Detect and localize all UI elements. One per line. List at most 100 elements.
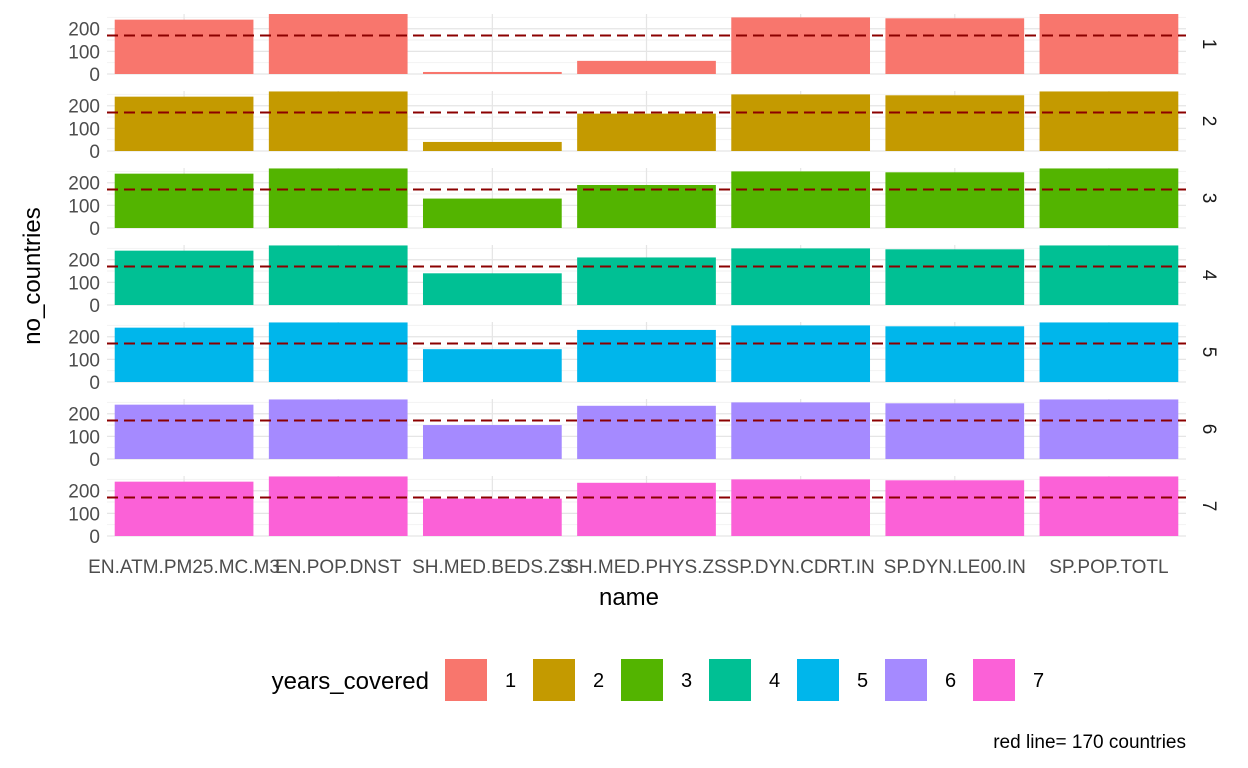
x-tick-label: EN.POP.DNST <box>275 557 402 578</box>
bar-4-SP.DYN.CDRT.IN <box>731 248 871 305</box>
legend-key-2 <box>533 659 575 701</box>
bar-4-SH.MED.BEDS.ZS <box>422 273 562 305</box>
legend-key-7 <box>973 659 1015 701</box>
bar-3-SH.MED.PHYS.ZS <box>577 184 716 228</box>
bar-7-SP.DYN.LE00.IN <box>885 480 1025 536</box>
y-tick-label: 0 <box>89 527 100 548</box>
x-tick-label: SP.DYN.CDRT.IN <box>727 557 875 578</box>
y-tick-label: 100 <box>68 42 100 63</box>
y-tick-label: 100 <box>68 119 100 140</box>
facet-strip-label: 3 <box>1198 193 1219 204</box>
x-tick-label: SH.MED.PHYS.ZS <box>566 557 726 578</box>
y-tick-label: 100 <box>68 196 100 217</box>
legend-label: 6 <box>945 670 956 692</box>
bar-2-SP.DYN.LE00.IN <box>885 95 1025 151</box>
bar-3-EN.ATM.PM25.MC.M3 <box>114 173 254 228</box>
y-tick-label: 200 <box>68 328 100 349</box>
facet-strip-label: 2 <box>1198 116 1219 127</box>
legend-label: 7 <box>1033 670 1044 692</box>
y-tick-label: 0 <box>89 219 100 240</box>
y-tick-label: 200 <box>68 20 100 41</box>
y-tick-label: 100 <box>68 273 100 294</box>
x-axis-title: name <box>599 584 659 611</box>
bar-5-SP.POP.TOTL <box>1039 322 1179 382</box>
bar-7-SP.POP.TOTL <box>1039 476 1179 536</box>
x-tick-label: SH.MED.BEDS.ZS <box>412 557 572 578</box>
facet-strip-label: 1 <box>1198 39 1219 50</box>
bar-3-SP.DYN.LE00.IN <box>885 172 1025 228</box>
bar-7-SH.MED.PHYS.ZS <box>577 482 716 536</box>
y-tick-label: 0 <box>89 142 100 163</box>
bar-6-SP.POP.TOTL <box>1039 399 1179 459</box>
bar-3-EN.POP.DNST <box>268 168 408 228</box>
bar-6-SP.DYN.LE00.IN <box>885 403 1025 459</box>
x-tick-label: EN.ATM.PM25.MC.M3 <box>88 557 280 578</box>
legend-key-3 <box>621 659 663 701</box>
y-tick-label: 0 <box>89 296 100 317</box>
bar-2-SP.DYN.CDRT.IN <box>731 94 871 151</box>
bar-2-SP.POP.TOTL <box>1039 91 1179 151</box>
x-tick-label: SP.DYN.LE00.IN <box>884 557 1026 578</box>
y-tick-label: 100 <box>68 504 100 525</box>
bar-4-EN.POP.DNST <box>268 245 408 305</box>
bar-1-SP.DYN.CDRT.IN <box>731 17 871 75</box>
y-tick-label: 200 <box>68 174 100 195</box>
y-tick-label: 100 <box>68 427 100 448</box>
legend-label: 4 <box>769 670 780 692</box>
bar-3-SP.DYN.CDRT.IN <box>731 171 871 228</box>
legend-label: 3 <box>681 670 692 692</box>
legend-key-5 <box>797 659 839 701</box>
bar-1-SP.POP.TOTL <box>1039 14 1179 74</box>
bar-5-SP.DYN.LE00.IN <box>885 326 1025 382</box>
facet-strip-label: 6 <box>1198 424 1219 435</box>
bar-5-SH.MED.PHYS.ZS <box>577 329 716 382</box>
bar-4-SP.POP.TOTL <box>1039 245 1179 305</box>
y-tick-label: 0 <box>89 373 100 394</box>
bar-2-EN.POP.DNST <box>268 91 408 151</box>
y-tick-label: 200 <box>68 405 100 426</box>
bar-2-SH.MED.BEDS.ZS <box>422 141 562 151</box>
bar-2-EN.ATM.PM25.MC.M3 <box>114 96 254 151</box>
bar-6-SP.DYN.CDRT.IN <box>731 402 871 459</box>
legend-label: 5 <box>857 670 868 692</box>
bar-3-SH.MED.BEDS.ZS <box>422 198 562 228</box>
x-tick-label: SP.POP.TOTL <box>1049 557 1168 578</box>
bar-3-SP.POP.TOTL <box>1039 168 1179 228</box>
y-tick-label: 0 <box>89 65 100 86</box>
bar-5-EN.ATM.PM25.MC.M3 <box>114 327 254 382</box>
bar-6-EN.ATM.PM25.MC.M3 <box>114 404 254 459</box>
legend-title: years_covered <box>272 668 429 695</box>
y-tick-label: 100 <box>68 350 100 371</box>
bar-6-SH.MED.BEDS.ZS <box>422 425 562 459</box>
facet-strip-label: 7 <box>1198 501 1219 512</box>
bar-4-SH.MED.PHYS.ZS <box>577 257 716 305</box>
bar-1-EN.ATM.PM25.MC.M3 <box>114 19 254 74</box>
bar-6-EN.POP.DNST <box>268 399 408 459</box>
legend-key-6 <box>885 659 927 701</box>
bar-5-SP.DYN.CDRT.IN <box>731 325 871 382</box>
bar-7-SH.MED.BEDS.ZS <box>422 498 562 536</box>
bar-7-EN.ATM.PM25.MC.M3 <box>114 481 254 536</box>
bar-1-SH.MED.BEDS.ZS <box>422 71 562 74</box>
y-tick-label: 200 <box>68 97 100 118</box>
facet-panels: 0100200101002002010020030100200401002005… <box>68 14 1219 548</box>
bar-7-SP.DYN.CDRT.IN <box>731 479 871 536</box>
facet-strip-label: 4 <box>1198 270 1219 281</box>
bar-4-SP.DYN.LE00.IN <box>885 249 1025 305</box>
legend-label: 1 <box>505 670 516 692</box>
bar-4-EN.ATM.PM25.MC.M3 <box>114 250 254 305</box>
legend-key-4 <box>709 659 751 701</box>
legend: years_covered 1 2 3 4 5 6 7 <box>272 659 1044 701</box>
facet-strip-label: 5 <box>1198 347 1219 358</box>
bar-6-SH.MED.PHYS.ZS <box>577 405 716 459</box>
y-tick-label: 200 <box>68 482 100 503</box>
bar-1-EN.POP.DNST <box>268 14 408 74</box>
legend-key-1 <box>445 659 487 701</box>
bar-1-SP.DYN.LE00.IN <box>885 18 1025 74</box>
